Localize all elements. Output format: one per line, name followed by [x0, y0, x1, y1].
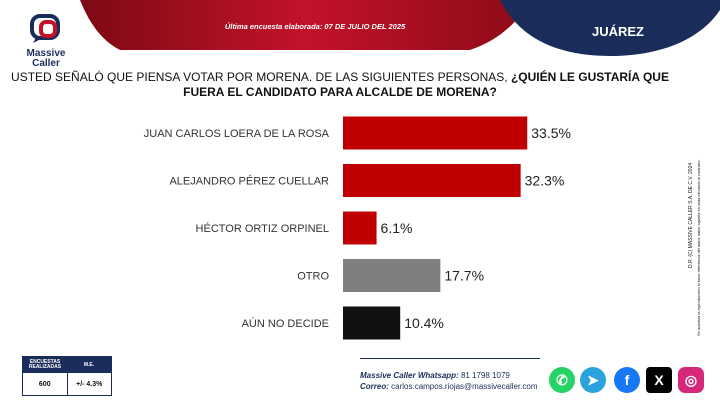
contact-info: Massive Caller Whatsapp: 81 1798 1079 Co…: [360, 370, 538, 392]
copyright-line2: Se autoriza la reproducción si hace refe…: [696, 159, 701, 336]
bar-1: [343, 164, 521, 197]
value-label-4: 10.4%: [404, 315, 444, 331]
whatsapp-icon[interactable]: ✆: [549, 367, 575, 393]
whatsapp-label: Massive Caller Whatsapp:: [360, 371, 459, 380]
surveys-value: 600: [23, 373, 68, 395]
facebook-icon[interactable]: f: [614, 367, 640, 393]
category-label-3: OTRO: [297, 271, 329, 283]
question-bold: ¿QUIÉN LE GUSTARÍA QUE FUERA EL CANDIDAT…: [183, 70, 669, 99]
category-label-1: ALEJANDRO PÉREZ CUELLAR: [169, 175, 329, 188]
x-icon[interactable]: X: [646, 367, 672, 393]
instagram-icon[interactable]: ◎: [678, 367, 704, 393]
copyright-line1: D.R. (C) MASSIVE CALLER S.A. DE C.V. 202…: [688, 163, 694, 268]
bar-2: [343, 211, 377, 245]
logo-icon: [30, 14, 60, 43]
massive-caller-logo: Massive Caller: [18, 14, 74, 69]
category-label-4: AÚN NO DECIDE: [242, 317, 329, 330]
bar-0: [343, 116, 528, 150]
question-plain: USTED SEÑALÓ QUE PIENSA VOTAR POR MORENA…: [11, 70, 511, 84]
margin-error-value: +/- 4.3%: [76, 380, 103, 388]
header-band: [80, 0, 720, 56]
margin-error-header: M.E.: [83, 361, 95, 368]
email-label: Correo:: [360, 382, 389, 391]
copyright-note: D.R. (C) MASSIVE CALLER S.A. DE C.V. 202…: [688, 159, 701, 336]
email-address[interactable]: carlos.campos.riojas@massivecaller.com: [391, 382, 538, 391]
survey-stats-table: ENCUESTAS REALIZADAS M.E. 600 +/- 4.3%: [22, 356, 112, 396]
survey-date: Última encuesta elaborada: 07 DE JULIO D…: [224, 22, 406, 31]
whatsapp-number[interactable]: 81 1798 1079: [460, 371, 510, 380]
bar-4: [343, 306, 401, 340]
logo-line2: Caller: [32, 58, 60, 69]
bar-3: [343, 259, 441, 292]
logo-line1: Massive: [26, 48, 66, 59]
value-label-2: 6.1%: [381, 220, 413, 236]
value-label-1: 32.3%: [525, 173, 565, 189]
value-label-0: 33.5%: [531, 125, 571, 141]
value-label-3: 17.7%: [444, 268, 484, 284]
category-label-0: JUAN CARLOS LOERA DE LA ROSA: [144, 128, 330, 140]
city-label: JUÁREZ: [591, 24, 644, 39]
surveys-header: ENCUESTAS REALIZADAS: [28, 359, 62, 370]
bar-chart: JUAN CARLOS LOERA DE LA ROSA 33.5% ALEJAND…: [144, 116, 571, 340]
telegram-icon[interactable]: ➤: [580, 367, 606, 393]
footer-divider: [360, 358, 540, 359]
question-text: USTED SEÑALÓ QUE PIENSA VOTAR POR MORENA…: [0, 70, 680, 100]
category-label-2: HÉCTOR ORTIZ ORPINEL: [196, 222, 329, 235]
